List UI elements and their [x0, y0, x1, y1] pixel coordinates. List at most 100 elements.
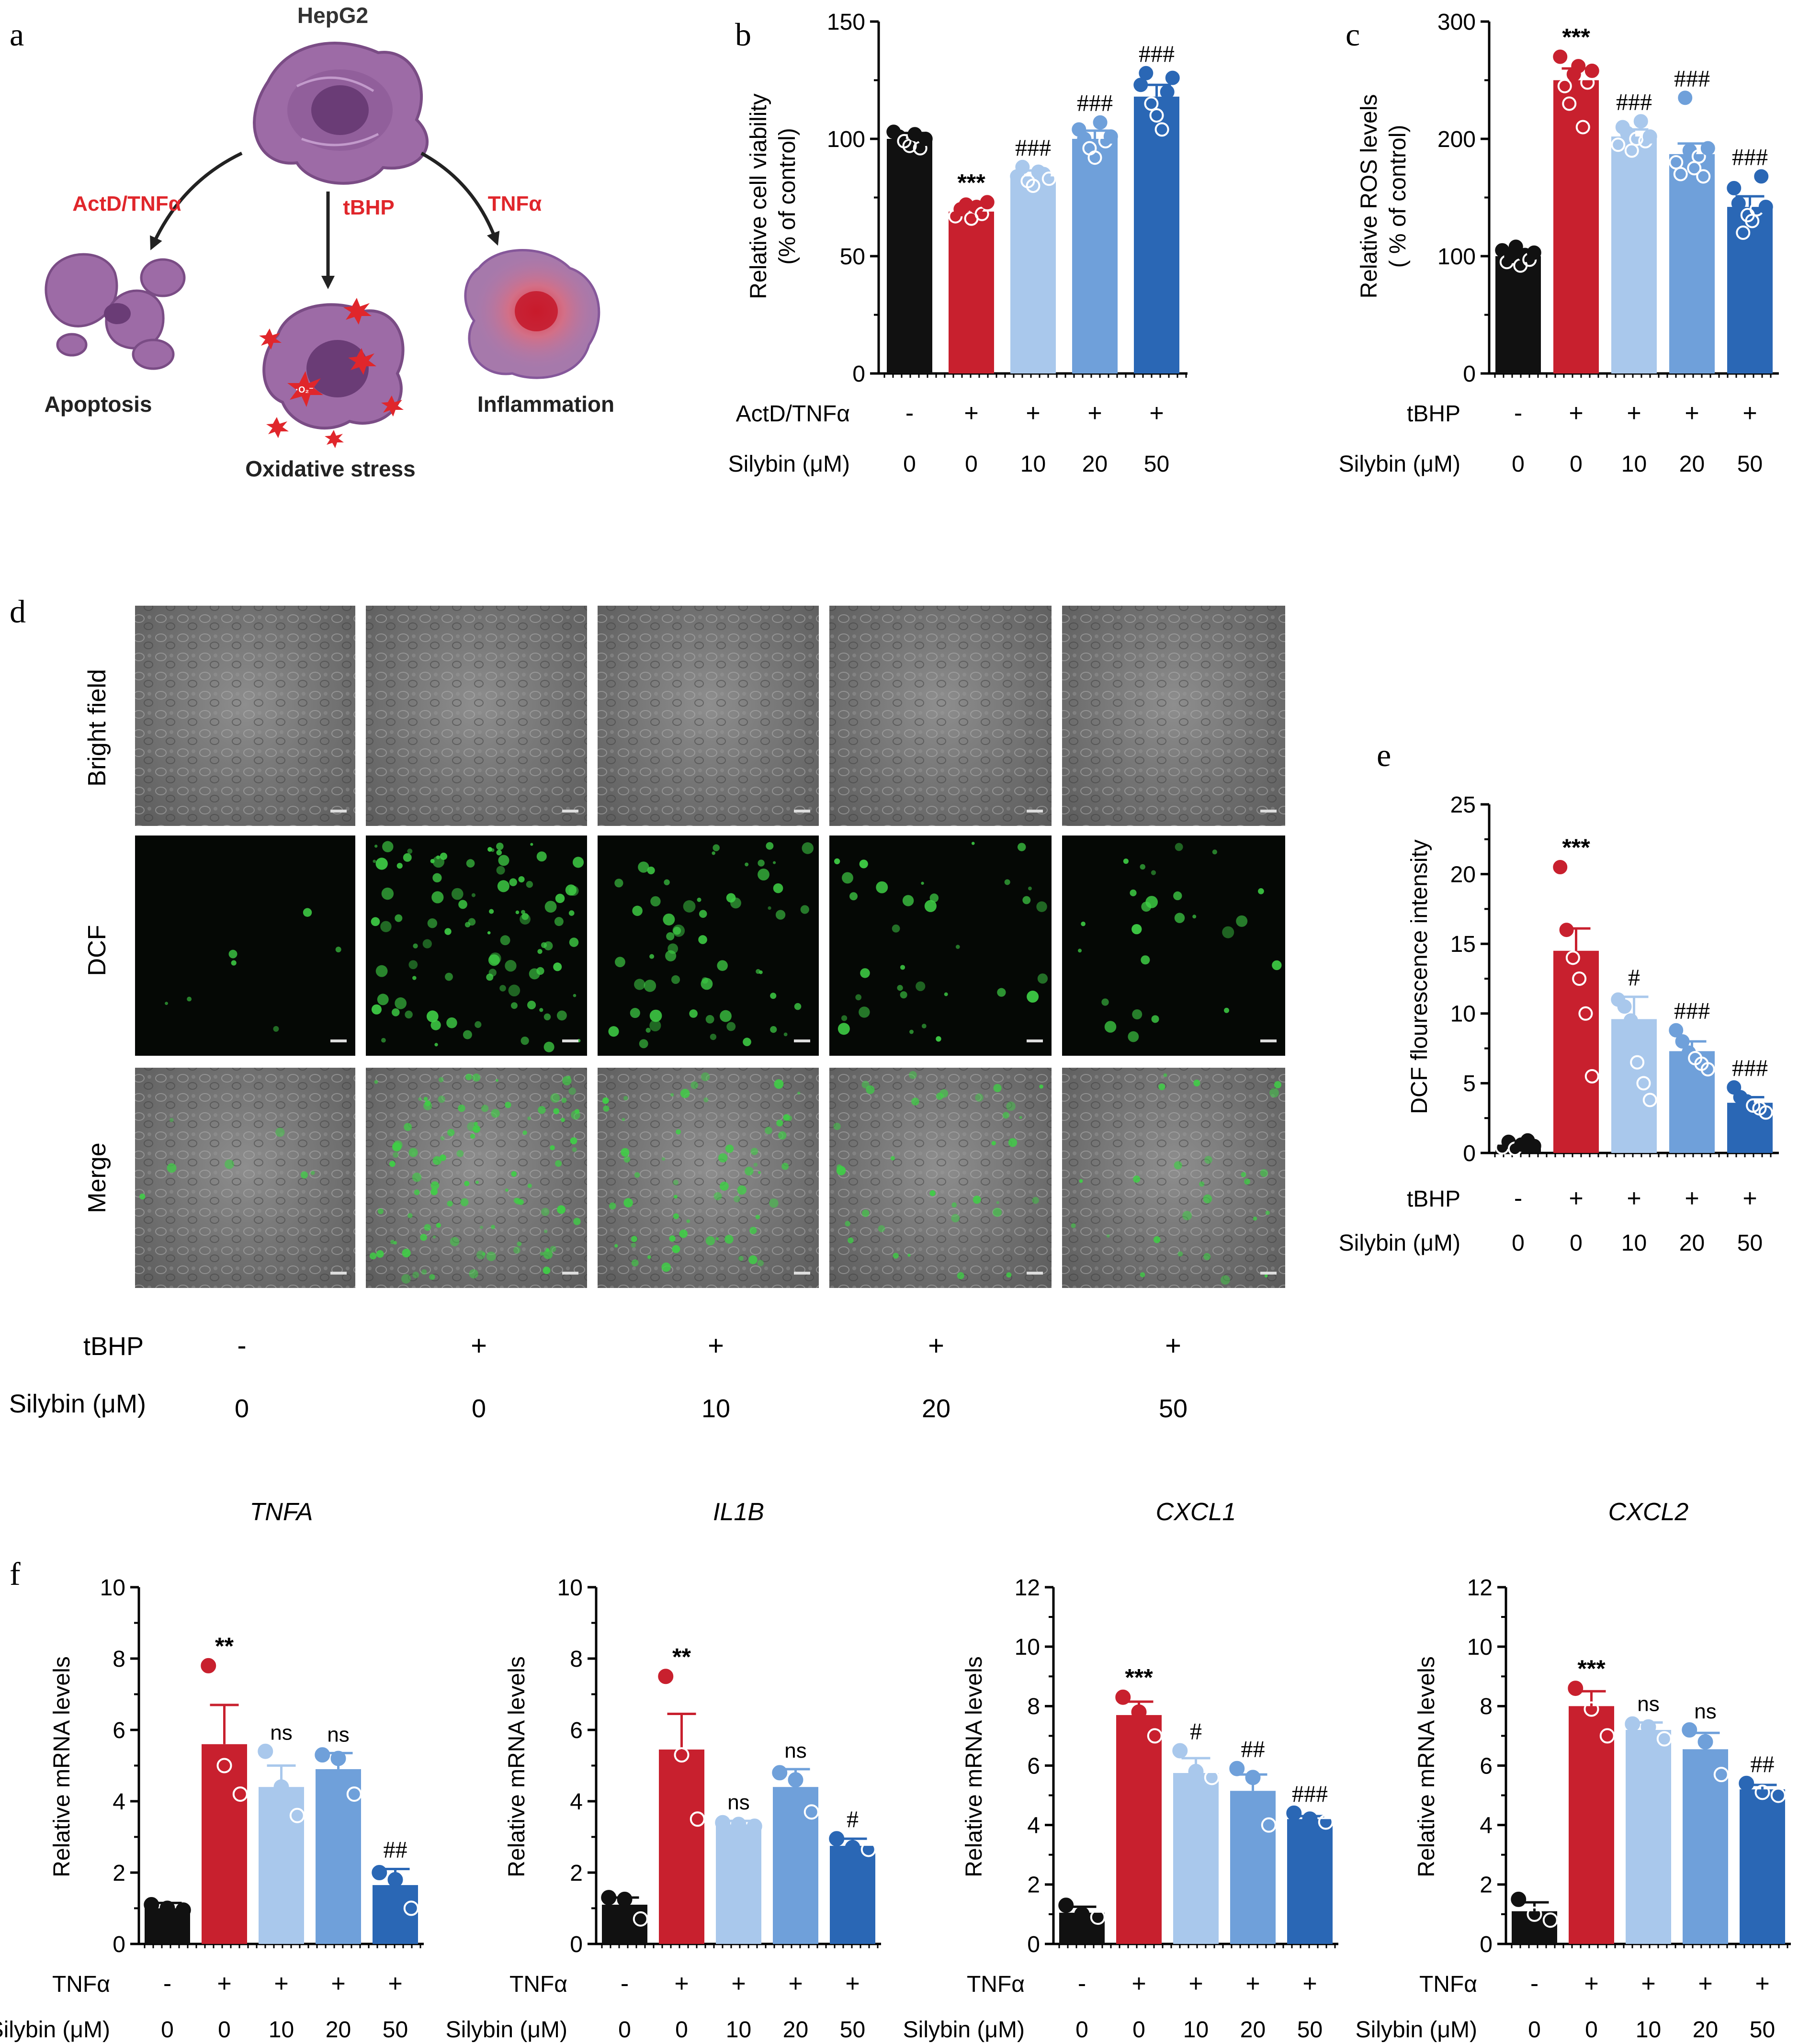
data-point	[601, 1890, 617, 1906]
data-point	[1599, 1728, 1615, 1744]
dose-value: 0	[1528, 2017, 1541, 2043]
row-label-bright-field: Bright field	[83, 669, 111, 787]
data-point	[1636, 1076, 1651, 1091]
treatment-sign: -	[1530, 1970, 1538, 1998]
dose-value: 20	[783, 2017, 808, 2043]
panel-letter-f: f	[10, 1556, 21, 1592]
treatment-sign: -	[905, 399, 914, 427]
apoptosis-icon	[45, 253, 186, 370]
dose-value: 50	[1737, 1231, 1763, 1256]
data-point	[1568, 1681, 1584, 1696]
significance-label: #	[1190, 1717, 1202, 1744]
significance-label: ns	[327, 1723, 349, 1746]
data-point	[1691, 149, 1706, 164]
significance-label: ###	[1292, 1780, 1328, 1807]
data-point	[1074, 1906, 1090, 1922]
data-point	[1527, 245, 1541, 260]
bar	[1740, 1789, 1785, 1944]
dose-value: 0	[903, 452, 916, 477]
data-point	[902, 138, 917, 153]
data-point	[658, 1669, 674, 1684]
micrograph-dcf-1	[135, 836, 355, 1056]
y-axis-label: Relative mRNA levels	[504, 1656, 530, 1877]
data-point	[372, 1865, 387, 1880]
y-tick-label: 0	[570, 1932, 583, 1957]
significance-label: ***	[957, 169, 985, 196]
treatment-sign: +	[1188, 1970, 1203, 1998]
bar	[1669, 154, 1715, 373]
y-tick-label: 2	[1480, 1873, 1493, 1898]
dose-row-label: Silybin (μM)	[1339, 452, 1460, 477]
data-point	[1508, 239, 1523, 254]
dose-value: 20	[1082, 452, 1108, 477]
scale-bar	[562, 1039, 578, 1042]
treatment-sign: +	[274, 1970, 288, 1998]
data-point	[1026, 179, 1041, 193]
data-point	[273, 1779, 289, 1795]
scale-bar	[794, 1272, 810, 1275]
data-point	[1077, 132, 1092, 146]
dose-value: 10	[1183, 2017, 1209, 2043]
row-label-merge: Merge	[83, 1142, 111, 1213]
data-point	[1642, 1093, 1657, 1107]
bar	[1116, 1715, 1162, 1944]
y-tick-label: 8	[113, 1647, 125, 1672]
data-point	[1630, 1055, 1645, 1070]
data-point	[829, 1831, 845, 1847]
treatment-sign: +	[964, 399, 978, 427]
bar	[1626, 1730, 1671, 1944]
micrograph-dcf-3	[598, 836, 819, 1056]
significance-label: ###	[1732, 1054, 1768, 1081]
dose-value: 20	[1240, 2017, 1266, 2043]
dose-value: 0	[1075, 2017, 1088, 2043]
dose-value: 0	[1132, 2017, 1145, 2043]
data-point	[1131, 1704, 1147, 1720]
data-point	[1286, 1805, 1302, 1821]
data-point	[1642, 129, 1657, 144]
bar	[259, 1787, 304, 1944]
panel-letter-a: a	[10, 16, 24, 53]
significance-label: ns	[1694, 1700, 1716, 1723]
data-point	[1584, 1069, 1599, 1084]
data-point	[1087, 150, 1102, 165]
data-point	[731, 1817, 747, 1832]
significance-label: ns	[1637, 1692, 1659, 1716]
data-point	[144, 1897, 159, 1913]
panel-d-dose-value: 20	[922, 1394, 950, 1423]
micrograph-dcf-5	[1062, 836, 1285, 1056]
significance-label: ##	[1751, 1750, 1775, 1777]
y-tick-label: 2	[570, 1861, 583, 1886]
significance-label: ###	[1674, 997, 1710, 1024]
dose-value: 50	[1144, 452, 1169, 477]
dose-value: 0	[1512, 452, 1525, 477]
significance-label: ###	[1015, 134, 1051, 161]
data-point	[1188, 1763, 1204, 1779]
data-point	[845, 1840, 860, 1855]
y-axis-label: Relative mRNA levels	[49, 1656, 75, 1877]
y-tick-label: 100	[1437, 244, 1476, 270]
y-tick-label: 100	[827, 127, 865, 152]
data-point	[1103, 129, 1118, 144]
data-point	[617, 1891, 633, 1907]
panel-d-treatment-sign: +	[471, 1330, 487, 1361]
y-axis-label: Relative mRNA levels	[1414, 1656, 1439, 1877]
bar	[1287, 1819, 1333, 1944]
panel-letter-d: d	[10, 593, 26, 630]
dose-value: 0	[1570, 1231, 1583, 1256]
treatment-row-label: tBHP	[1407, 1186, 1460, 1212]
micrograph-merge-1	[135, 1068, 355, 1288]
data-point	[1758, 200, 1773, 215]
y-tick-label: 20	[1450, 862, 1476, 887]
data-point	[315, 1747, 330, 1763]
chart-il1b-mrna: 0 2 4 6 8 10 Relative mRNA levels IL1B ** ns ns # TN…	[446, 1498, 881, 2043]
hepg2-cell-icon	[253, 42, 429, 185]
dose-value: 50	[1750, 2017, 1775, 2043]
y-tick-label: 12	[1015, 1575, 1040, 1601]
data-point	[1229, 1761, 1245, 1776]
scale-bar	[562, 1272, 578, 1275]
data-point	[232, 1786, 248, 1802]
treatment-row-label: TNFα	[509, 1972, 567, 1997]
y-tick-label: 0	[1463, 1141, 1476, 1166]
data-point	[1758, 1105, 1773, 1120]
